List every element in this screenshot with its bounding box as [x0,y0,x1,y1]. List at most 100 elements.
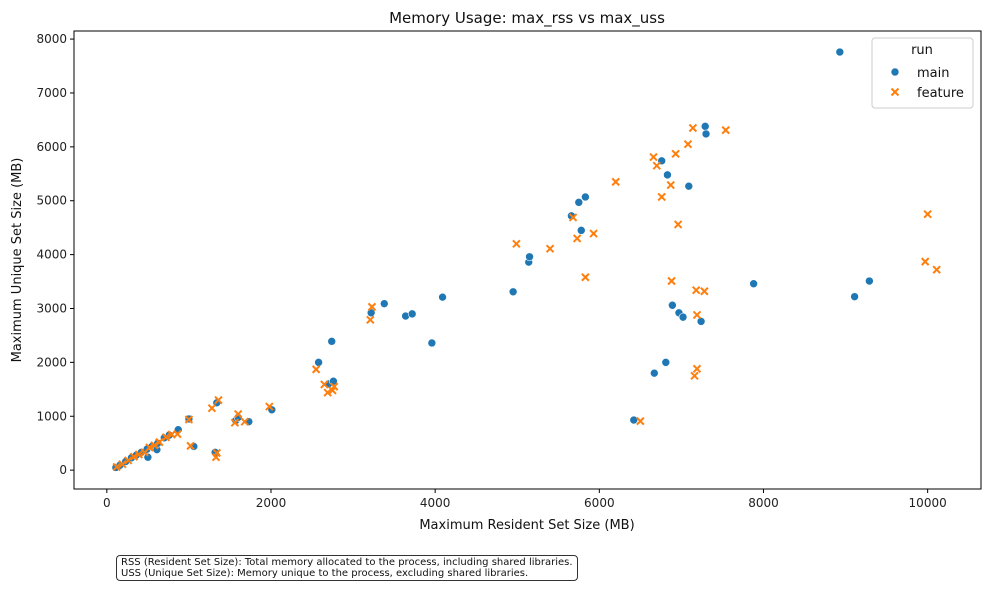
point-main [663,170,672,180]
point-feature [636,416,645,426]
y-tick-label: 2000 [36,355,67,369]
point-feature [649,152,658,162]
point-feature [240,417,249,426]
point-main [525,252,534,262]
point-main [749,279,758,289]
y-axis-title: Maximum Unique Set Size (MB) [10,158,25,363]
data-points [111,47,941,472]
point-feature [329,382,339,391]
legend-title: run [911,43,933,58]
point-feature [690,371,699,381]
legend-main-marker [890,67,900,77]
point-feature [545,244,555,253]
point-main [407,309,417,319]
point-main [314,358,323,367]
point-feature [589,229,598,238]
x-tick-label: 8000 [748,496,779,510]
point-feature [692,310,702,320]
point-feature [214,395,223,405]
point-feature [657,192,666,202]
y-tick-label: 7000 [36,86,67,100]
point-feature [671,149,680,159]
y-tick-label: 3000 [36,301,67,315]
point-main [668,300,677,310]
point-main [661,358,671,367]
legend-main-label: main [917,66,949,81]
point-feature [230,418,240,427]
point-feature [367,302,377,312]
point-feature [666,180,675,190]
y-tick-label: 5000 [36,194,67,208]
x-tick-label: 2000 [256,496,287,510]
footnote-box: RSS (Resident Set Size): Total memory al… [116,555,578,581]
legend-feature-label: feature [917,86,964,101]
point-feature [572,234,582,243]
point-main [629,415,639,425]
x-tick-label: 10000 [909,496,947,510]
y-tick-label: 0 [59,463,67,477]
point-main [143,452,153,462]
point-feature [692,364,702,374]
point-feature [134,450,144,459]
point-feature [923,209,932,219]
y-tick-label: 6000 [36,140,67,154]
y-tick-label: 1000 [36,409,67,423]
y-tick-label: 8000 [36,32,67,46]
point-main [576,226,586,235]
x-axis-title: Maximum Resident Set Size (MB) [419,518,634,533]
point-main [850,292,859,301]
point-feature [173,429,182,439]
point-main [865,276,874,286]
point-feature [118,460,127,469]
point-main [696,317,706,326]
point-feature [920,257,930,266]
point-feature [150,441,159,450]
point-feature [212,448,222,458]
point-main [438,292,447,302]
footnote-uss: USS (Unique Set Size): Memory unique to … [121,568,529,579]
point-main [574,198,584,207]
point-main [327,337,337,346]
legend-feature-marker [890,87,900,97]
point-main [581,192,590,202]
point-feature [155,437,164,447]
point-feature [123,456,133,465]
legend: run main feature [871,37,974,109]
x-axis: 0 2000 4000 6000 8000 10000 [103,489,947,510]
point-feature [161,433,171,442]
point-feature [265,402,274,411]
point-feature [667,276,676,286]
x-tick-label: 0 [103,496,111,510]
point-feature [700,287,709,296]
point-main [650,368,659,378]
point-feature [311,365,321,374]
point-main [427,338,437,348]
point-main [508,287,518,297]
x-tick-label: 6000 [584,496,615,510]
x-tick-label: 4000 [420,496,451,510]
point-feature [611,177,620,187]
point-feature [145,443,154,452]
point-feature [673,220,683,229]
point-main [701,129,711,139]
point-feature [721,125,730,135]
point-feature [233,409,243,419]
point-feature [691,285,701,295]
point-feature [512,239,521,249]
point-main [835,47,845,57]
point-feature [129,452,139,461]
footnote-rss: RSS (Resident Set Size): Total memory al… [121,557,573,568]
point-feature [323,388,332,397]
point-feature [186,441,195,451]
point-feature [184,415,194,424]
point-feature [207,403,217,413]
point-feature [112,462,121,472]
point-feature [320,380,329,389]
point-feature [652,161,661,170]
point-feature [568,213,578,222]
point-main [700,122,710,131]
plot-frame [73,30,982,490]
y-axis: 0 1000 2000 3000 4000 5000 6000 7000 8000 [36,32,74,477]
point-feature [366,315,375,325]
